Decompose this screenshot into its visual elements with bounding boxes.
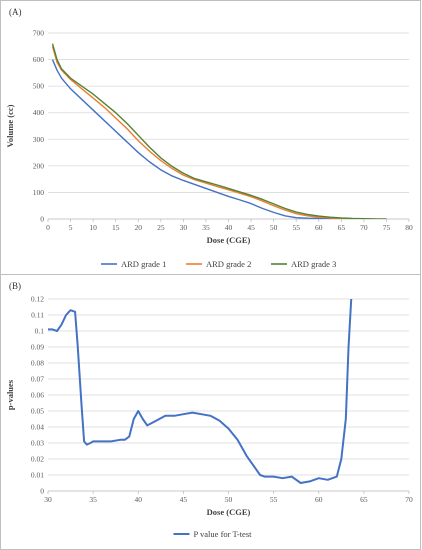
series-line [48, 298, 353, 484]
x-tick-label: 35 [202, 223, 210, 232]
y-tick-label: 0 [40, 215, 44, 224]
legend-label: ARD grade 2 [206, 259, 251, 269]
x-tick-label: 40 [135, 495, 143, 504]
y-tick-label: 500 [33, 82, 45, 91]
y-tick-label: 0.06 [31, 391, 44, 400]
x-tick-label: 45 [180, 495, 188, 504]
p-value-chart: (B) 0 0.01 0.02 0.03 0.04 0.05 0.06 0.07 0.08 0.09… [5, 281, 413, 539]
y-tick-label: 0.12 [31, 295, 44, 304]
y-tick-label: 100 [33, 188, 45, 197]
dose-volume-chart: (A) 0 100 200 300 400 500 600 700 0 5 10 15 20 25 30 35 4… [5, 7, 413, 269]
y-tick-label: 0.11 [31, 311, 44, 320]
legend-label: ARD grade 3 [291, 259, 336, 269]
x-tick-label: 30 [180, 223, 188, 232]
x-tick-label: 65 [360, 495, 368, 504]
x-tick-label: 15 [112, 223, 120, 232]
y-tick-label: 0.02 [31, 455, 44, 464]
x-tick-label: 65 [338, 223, 346, 232]
x-tick-label: 55 [270, 495, 278, 504]
panel-label: (B) [9, 281, 21, 291]
y-tick-label: 700 [33, 29, 45, 38]
y-tick-label: 0.1 [35, 327, 45, 336]
series-line [51, 43, 387, 219]
y-tick-label: 0.01 [31, 471, 44, 480]
chart-panel-b: (B) 0 0.01 0.02 0.03 0.04 0.05 0.06 0.07 0.08 0.09… [0, 275, 421, 550]
y-tick-label: 0.08 [31, 359, 44, 368]
y-tick-label: 0 [40, 487, 44, 496]
series-line [51, 46, 376, 219]
x-tick-label: 80 [405, 223, 413, 232]
x-axis-title: Dose (CGE) [207, 235, 251, 245]
y-tick-label: 0.04 [31, 423, 44, 432]
y-tick-label: 300 [33, 135, 45, 144]
x-tick-label: 0 [46, 223, 50, 232]
panel-label: (A) [9, 7, 22, 17]
chart-panel-a: (A) 0 100 200 300 400 500 600 700 0 5 10 15 20 25 30 35 4… [0, 0, 421, 275]
y-axis-title: p-values [5, 379, 15, 410]
y-tick-label: 400 [33, 108, 45, 117]
legend-label: P value for T-test [194, 529, 253, 539]
x-tick-label: 10 [89, 223, 97, 232]
legend-label: ARD grade 1 [121, 259, 166, 269]
x-tick-label: 75 [383, 223, 391, 232]
x-tick-label: 60 [315, 495, 323, 504]
y-tick-label: 0.05 [31, 407, 44, 416]
y-axis-title: Volume (cc) [5, 104, 15, 147]
y-tick-label: 600 [33, 55, 45, 64]
y-tick-label: 200 [33, 161, 45, 170]
x-tick-label: 5 [69, 223, 73, 232]
x-tick-label: 50 [270, 223, 278, 232]
x-tick-label: 60 [315, 223, 323, 232]
x-tick-label: 70 [360, 223, 368, 232]
x-tick-label: 70 [405, 495, 413, 504]
y-tick-label: 0.09 [31, 343, 44, 352]
series-line [51, 59, 364, 219]
x-tick-label: 50 [225, 495, 233, 504]
x-tick-label: 45 [247, 223, 255, 232]
x-tick-label: 25 [157, 223, 165, 232]
x-tick-label: 35 [89, 495, 97, 504]
x-tick-label: 55 [292, 223, 300, 232]
x-tick-label: 20 [135, 223, 143, 232]
x-tick-label: 40 [225, 223, 233, 232]
y-tick-label: 0.07 [31, 375, 44, 384]
x-axis-title: Dose (CGE) [207, 507, 251, 517]
x-tick-label: 30 [44, 495, 52, 504]
y-tick-label: 0.03 [31, 439, 44, 448]
